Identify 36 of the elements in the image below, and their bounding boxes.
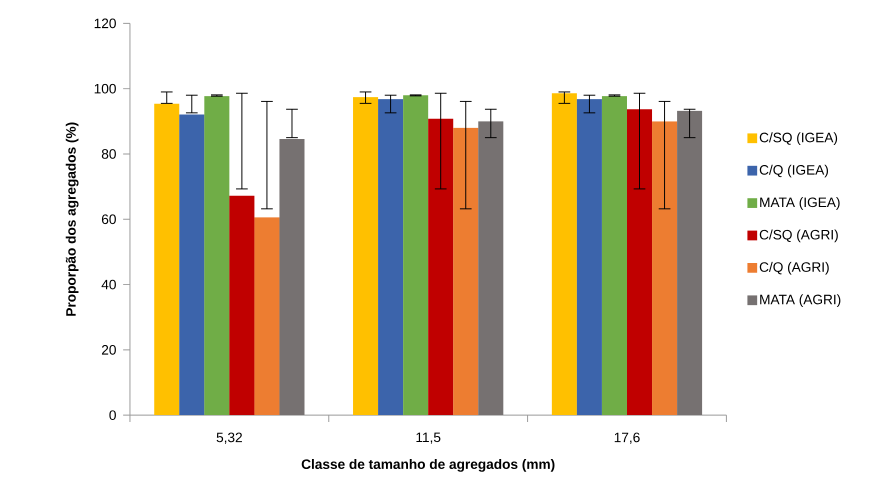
bar	[279, 138, 304, 416]
bar	[378, 99, 404, 416]
bar	[179, 114, 204, 416]
y-tick-label: 100	[94, 84, 116, 94]
legend-label: C/Q (AGRI)	[760, 262, 829, 275]
y-tick-label: 60	[102, 214, 116, 224]
bar	[478, 121, 504, 416]
bar	[254, 217, 280, 416]
x-axis-title: Classe de tamanho de agregados (mm)	[302, 459, 554, 472]
x-tick-label: 11,5	[416, 432, 440, 444]
bar	[229, 196, 254, 416]
bar	[576, 99, 602, 416]
y-tick-label: 0	[109, 410, 116, 420]
bar	[353, 97, 378, 416]
legend-label: MATA (AGRI)	[760, 294, 840, 308]
x-tick-label: 17,6	[614, 432, 640, 444]
bar	[403, 95, 428, 416]
bar	[677, 110, 702, 416]
bar	[453, 128, 478, 416]
bar	[652, 121, 678, 416]
y-tick-label: 80	[102, 149, 116, 159]
y-tick-label: 20	[102, 345, 116, 355]
bar	[626, 109, 652, 416]
legend-label: MATA (IGEA)	[760, 197, 840, 210]
y-tick-label: 40	[102, 280, 116, 290]
y-axis-title: Proporpão dos agregados (%)	[66, 122, 79, 316]
bar	[154, 104, 180, 416]
bar	[204, 96, 230, 416]
legend-label: C/Q (IGEA)	[760, 164, 828, 178]
bar	[552, 93, 577, 416]
y-tick-label: 120	[94, 18, 116, 28]
bar	[428, 118, 454, 416]
legend-label: C/SQ (AGRI)	[760, 230, 838, 242]
legend-label: C/SQ (IGEA)	[760, 132, 838, 146]
x-tick-label: 5,32	[216, 432, 242, 444]
bar	[602, 96, 627, 416]
